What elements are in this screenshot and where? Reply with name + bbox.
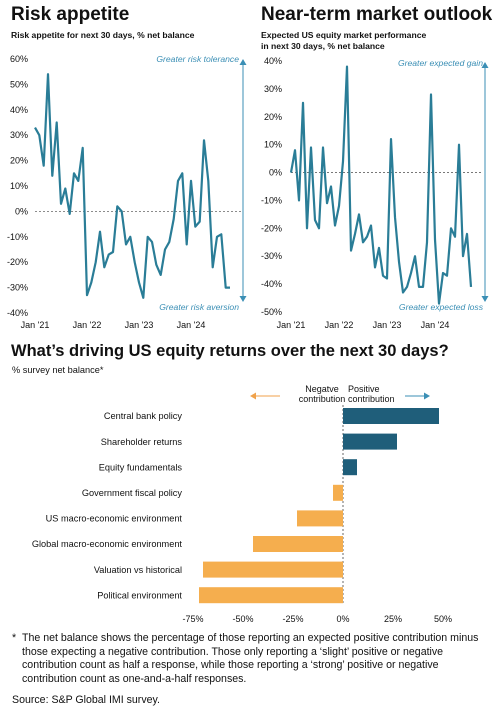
- category-label: Government fiscal policy: [82, 488, 182, 498]
- outlook-arrow-up-icon: [481, 62, 489, 68]
- figure-canvas: Risk appetite Risk appetite for next 30 d…: [7, 4, 493, 624]
- outlook-ytick-label: -50%: [261, 307, 282, 317]
- drivers-chart: What’s driving US equity returns over th…: [11, 342, 452, 624]
- outlook-annotation-top: Greater expected gain: [398, 58, 483, 68]
- bar: [297, 510, 343, 527]
- drivers-xtick-label: 50%: [434, 614, 452, 624]
- category-label: Shareholder returns: [101, 437, 183, 447]
- outlook-subtitle: Expected US equity market performance in …: [261, 30, 426, 51]
- risk-ytick-label: 40%: [10, 105, 28, 115]
- outlook-ytick-label: 0%: [269, 168, 282, 178]
- risk-series-line: [34, 73, 230, 299]
- outlook-xtick-label: Jan '23: [373, 320, 402, 330]
- category-label: Valuation vs historical: [94, 565, 182, 575]
- risk-xtick-label: Jan '24: [177, 320, 206, 330]
- footnote-marker: *: [12, 632, 17, 644]
- risk-arrow-down-icon: [239, 296, 247, 302]
- risk-ytick-label: 50%: [10, 79, 28, 89]
- outlook-title: Near-term market outlook: [261, 4, 493, 25]
- legend-negative-label: Negatve: [305, 384, 339, 394]
- category-label: Central bank policy: [104, 411, 183, 421]
- drivers-title: What’s driving US equity returns over th…: [11, 342, 449, 360]
- risk-ytick-label: -30%: [7, 283, 28, 293]
- risk-ytick-label: -10%: [7, 232, 28, 242]
- legend-negative-arrow-icon: [250, 392, 256, 400]
- risk-title: Risk appetite: [11, 4, 129, 25]
- bar: [343, 408, 439, 424]
- drivers-subtitle: % survey net balance*: [12, 365, 104, 375]
- source-note: Source: S&P Global IMI survey.: [12, 694, 160, 706]
- outlook-ytick-label: -10%: [261, 195, 282, 205]
- risk-chart: Risk appetite Risk appetite for next 30 d…: [7, 4, 247, 330]
- outlook-ytick-label: 20%: [264, 112, 282, 122]
- outlook-ytick-label: 30%: [264, 84, 282, 94]
- risk-xtick-label: Jan '23: [125, 320, 154, 330]
- legend-positive-label: contribution: [348, 394, 395, 404]
- drivers-xtick-label: 0%: [336, 614, 349, 624]
- drivers-xtick-label: -75%: [182, 614, 203, 624]
- outlook-xtick-label: Jan '24: [421, 320, 450, 330]
- outlook-ytick-label: 40%: [264, 56, 282, 66]
- bar: [199, 587, 343, 604]
- category-label: Equity fundamentals: [99, 462, 183, 472]
- legend-negative-label: contribution: [299, 394, 346, 404]
- outlook-series-line: [289, 65, 473, 305]
- bar: [343, 433, 397, 450]
- bar: [333, 484, 343, 501]
- outlook-chart: Near-term market outlook Expected US equi…: [261, 4, 493, 330]
- bar: [253, 536, 343, 552]
- outlook-ytick-label: -20%: [261, 223, 282, 233]
- category-label: Political environment: [97, 590, 182, 600]
- risk-xtick-label: Jan '21: [21, 320, 50, 330]
- risk-ytick-label: 60%: [10, 54, 28, 64]
- outlook-ytick-label: -30%: [261, 251, 282, 261]
- category-label: US macro-economic environment: [46, 514, 183, 524]
- outlook-ytick-label: -40%: [261, 279, 282, 289]
- drivers-xtick-label: -25%: [282, 614, 303, 624]
- footnote: * The net balance shows the percentage o…: [12, 632, 490, 686]
- risk-subtitle: Risk appetite for next 30 days, % net ba…: [11, 30, 195, 40]
- risk-annotation-bottom: Greater risk aversion: [159, 302, 239, 312]
- drivers-xtick-label: 25%: [384, 614, 402, 624]
- risk-annotation-top: Greater risk tolerance: [156, 54, 239, 64]
- risk-ytick-label: 10%: [10, 181, 28, 191]
- outlook-arrow-down-icon: [481, 296, 489, 302]
- risk-ytick-label: 20%: [10, 156, 28, 166]
- bar: [343, 459, 357, 476]
- risk-xtick-label: Jan '22: [73, 320, 102, 330]
- risk-ytick-label: 30%: [10, 130, 28, 140]
- outlook-xtick-label: Jan '22: [325, 320, 354, 330]
- bar: [203, 561, 343, 578]
- outlook-annotation-bottom: Greater expected loss: [399, 302, 484, 312]
- risk-ytick-label: -20%: [7, 257, 28, 267]
- legend-positive-label: Positive: [348, 384, 380, 394]
- footnote-text: The net balance shows the percentage of …: [22, 632, 479, 685]
- outlook-ytick-label: 10%: [264, 140, 282, 150]
- risk-ytick-label: -40%: [7, 308, 28, 318]
- risk-arrow-up-icon: [239, 59, 247, 65]
- outlook-xtick-label: Jan '21: [277, 320, 306, 330]
- risk-ytick-label: 0%: [15, 206, 28, 216]
- legend-positive-arrow-icon: [424, 392, 430, 400]
- category-label: Global macro-economic environment: [32, 539, 183, 549]
- drivers-xtick-label: -50%: [232, 614, 253, 624]
